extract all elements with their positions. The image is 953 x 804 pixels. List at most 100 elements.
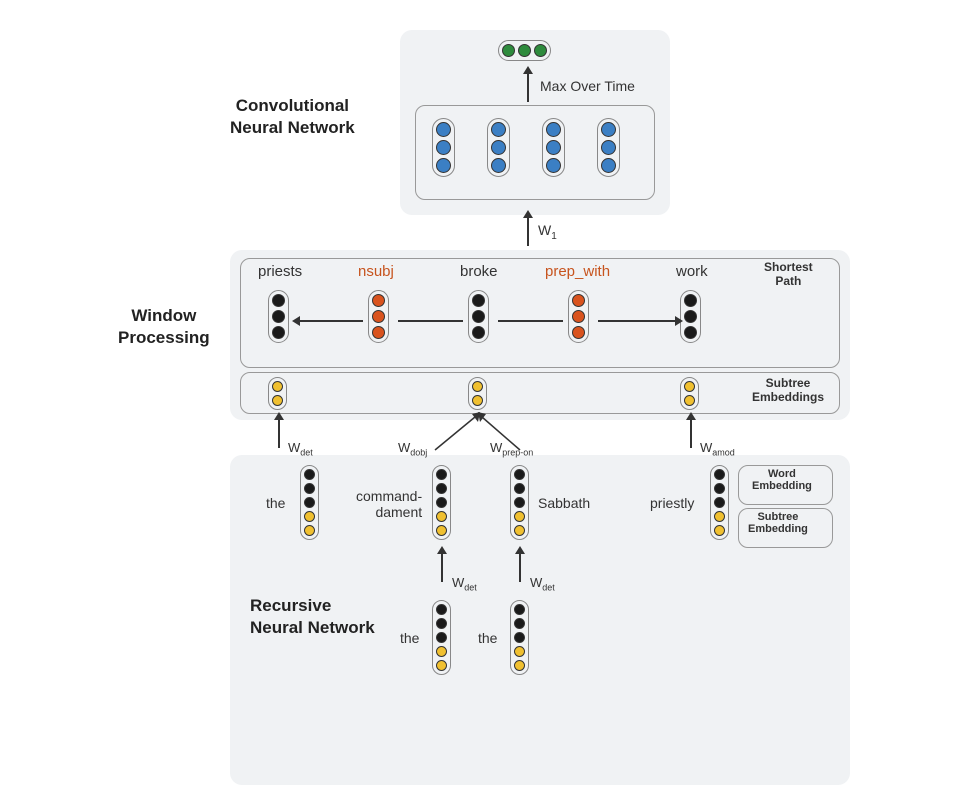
token-work: work	[676, 263, 708, 280]
word-command: command- dament	[356, 488, 422, 520]
wv-dot	[436, 660, 447, 671]
arrow-head	[437, 546, 447, 554]
wdet-label-1: Wdet	[288, 440, 313, 458]
token-vec	[468, 290, 489, 343]
max-over-time-label: Max Over Time	[540, 78, 635, 94]
rnn-wordvec	[510, 465, 529, 540]
arrow-up	[690, 418, 692, 448]
arrow-w1	[527, 216, 529, 246]
wv-dot	[436, 618, 447, 629]
vec-dot	[684, 294, 697, 307]
word-the3: the	[478, 630, 497, 646]
wv-dot	[436, 604, 447, 615]
shortest-path-box	[240, 258, 840, 368]
wv-dot	[514, 646, 525, 657]
vec-dot	[372, 310, 385, 323]
conv-dot	[436, 122, 451, 137]
cnn-output-pill	[498, 40, 551, 61]
token-prepwith: prep_with	[545, 263, 610, 280]
token-vec	[368, 290, 389, 343]
conv-dot	[601, 158, 616, 173]
conv-dot	[601, 140, 616, 155]
vec-dot	[272, 326, 285, 339]
sub-dot	[684, 395, 695, 406]
wv-dot	[714, 497, 725, 508]
cnn-label-line1: Convolutional Neural Network	[230, 96, 355, 137]
conv-dot	[436, 158, 451, 173]
conv-dot	[546, 122, 561, 137]
token-broke: broke	[460, 263, 498, 280]
wdobj-label: Wdobj	[398, 440, 427, 458]
wv-dot	[304, 525, 315, 536]
arrow-head	[274, 412, 284, 420]
rnn-wordvec	[300, 465, 319, 540]
vec-dot	[684, 326, 697, 339]
wv-dot	[514, 618, 525, 629]
conv-dot	[546, 140, 561, 155]
arrow-head	[523, 210, 533, 218]
output-dot	[534, 44, 547, 57]
rnn-wordvec	[432, 600, 451, 675]
output-dot	[518, 44, 531, 57]
arrow-head	[515, 546, 525, 554]
vec-dot	[272, 294, 285, 307]
arrow-up	[441, 552, 443, 582]
subtree-emb-box	[240, 372, 840, 414]
sub-dot	[472, 395, 483, 406]
conv-dot	[491, 140, 506, 155]
rnn-wordvec	[432, 465, 451, 540]
vec-dot	[472, 310, 485, 323]
arrow-h	[398, 320, 463, 322]
vec-dot	[572, 294, 585, 307]
output-dot	[502, 44, 515, 57]
arrow-h	[598, 320, 675, 322]
arrow-head	[523, 66, 533, 74]
token-vec	[268, 290, 289, 343]
arrow-maxpool	[527, 72, 529, 102]
wv-dot	[514, 632, 525, 643]
rnn-wordvec	[710, 465, 729, 540]
wv-dot	[436, 497, 447, 508]
vec-dot	[272, 310, 285, 323]
wv-dot	[436, 632, 447, 643]
token-vec	[680, 290, 701, 343]
cnn-section-label: Convolutional Neural Network	[230, 95, 355, 139]
sub-dot	[272, 381, 283, 392]
arrow-head-right	[675, 316, 683, 326]
arrow-h	[298, 320, 363, 322]
token-priests: priests	[258, 263, 302, 280]
word-emb-label: Word Embedding	[752, 468, 812, 492]
subtree-emb-label2: Subtree Embedding	[748, 511, 808, 535]
wv-dot	[714, 525, 725, 536]
arrow-up	[519, 552, 521, 582]
wv-dot	[436, 469, 447, 480]
sub-dot	[472, 381, 483, 392]
arrow-head	[686, 412, 696, 420]
word-the1: the	[266, 495, 285, 511]
conv-col	[597, 118, 620, 177]
conv-dot	[491, 122, 506, 137]
shortest-path-label: Shortest Path	[764, 260, 813, 288]
wv-dot	[304, 497, 315, 508]
wamod-label: Wamod	[700, 440, 735, 458]
arrow-head-left	[292, 316, 300, 326]
word-the2: the	[400, 630, 419, 646]
token-nsubj: nsubj	[358, 263, 394, 280]
w1-label: W1	[538, 222, 557, 242]
conv-dot	[491, 158, 506, 173]
subtree-emb-label: Subtree Embeddings	[752, 376, 824, 404]
wv-dot	[514, 511, 525, 522]
wv-dot	[436, 511, 447, 522]
token-vec	[568, 290, 589, 343]
wdet-label-2: Wdet	[452, 575, 477, 593]
conv-dot	[601, 122, 616, 137]
wv-dot	[436, 525, 447, 536]
vec-dot	[684, 310, 697, 323]
wprepon-label: Wprep-on	[490, 440, 533, 458]
vec-dot	[372, 326, 385, 339]
sub-dot	[272, 395, 283, 406]
conv-col	[432, 118, 455, 177]
wv-dot	[514, 483, 525, 494]
rnn-section-label: Recursive Neural Network	[250, 595, 375, 639]
wv-dot	[436, 646, 447, 657]
